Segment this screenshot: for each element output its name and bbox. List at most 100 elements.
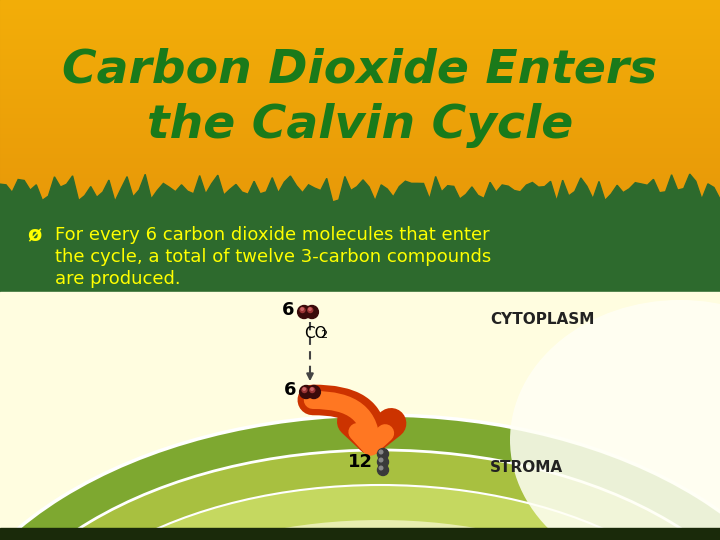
Text: 2: 2: [320, 330, 327, 340]
Circle shape: [300, 386, 312, 399]
Circle shape: [297, 306, 310, 319]
Circle shape: [307, 386, 320, 399]
Bar: [0, 152, 720, 153]
Circle shape: [305, 306, 318, 319]
Bar: [0, 97, 720, 98]
Bar: [0, 42, 720, 43]
Bar: [0, 47, 720, 48]
Bar: [0, 135, 720, 136]
Bar: [0, 96, 720, 97]
Bar: [0, 32, 720, 33]
Text: For every 6 carbon dioxide molecules that enter: For every 6 carbon dioxide molecules tha…: [55, 226, 490, 244]
Bar: [0, 120, 720, 121]
Circle shape: [379, 450, 383, 454]
Bar: [0, 187, 720, 188]
Bar: [0, 139, 720, 140]
Bar: [0, 38, 720, 39]
Bar: [0, 200, 720, 201]
Bar: [0, 160, 720, 161]
Bar: [0, 54, 720, 55]
Bar: [0, 41, 720, 42]
Bar: [0, 134, 720, 135]
Text: ø: ø: [28, 225, 50, 245]
Bar: [0, 12, 720, 13]
Bar: [0, 69, 720, 70]
Bar: [0, 10, 720, 11]
Bar: [0, 166, 720, 167]
Bar: [0, 143, 720, 144]
Circle shape: [310, 388, 315, 393]
FancyArrowPatch shape: [312, 400, 385, 447]
Bar: [0, 114, 720, 115]
Bar: [0, 194, 720, 195]
Bar: [0, 60, 720, 61]
Bar: [0, 182, 720, 183]
Bar: [0, 183, 720, 184]
Bar: [0, 29, 720, 30]
Bar: [0, 52, 720, 53]
Bar: [0, 142, 720, 143]
Bar: [0, 103, 720, 104]
Circle shape: [308, 308, 312, 313]
Bar: [0, 106, 720, 107]
Bar: [0, 90, 720, 91]
Bar: [0, 39, 720, 40]
Bar: [0, 11, 720, 12]
Bar: [0, 31, 720, 32]
Bar: [0, 130, 720, 131]
Bar: [0, 168, 720, 169]
Circle shape: [311, 388, 313, 390]
Bar: [0, 58, 720, 59]
Bar: [0, 119, 720, 120]
Bar: [0, 197, 720, 198]
Bar: [0, 167, 720, 168]
Bar: [0, 180, 720, 181]
Bar: [0, 174, 720, 175]
Bar: [0, 156, 720, 157]
Bar: [0, 154, 720, 155]
Bar: [0, 43, 720, 44]
Bar: [0, 82, 720, 83]
Bar: [0, 185, 720, 186]
Bar: [0, 171, 720, 172]
Bar: [0, 111, 720, 112]
Bar: [0, 17, 720, 18]
Text: 6: 6: [282, 301, 294, 319]
Bar: [0, 70, 720, 71]
Text: 12: 12: [348, 453, 373, 471]
Bar: [0, 140, 720, 141]
Bar: [0, 40, 720, 41]
Bar: [0, 102, 720, 103]
Bar: [0, 116, 720, 117]
Bar: [0, 22, 720, 23]
Bar: [0, 178, 720, 179]
FancyArrowPatch shape: [312, 400, 391, 439]
Bar: [0, 179, 720, 180]
Bar: [0, 72, 720, 73]
Bar: [0, 3, 720, 4]
Bar: [0, 18, 720, 19]
Bar: [0, 23, 720, 24]
Bar: [0, 105, 720, 106]
Bar: [0, 88, 720, 89]
Bar: [0, 51, 720, 52]
Bar: [0, 122, 720, 123]
Text: STROMA: STROMA: [490, 461, 563, 476]
Bar: [0, 50, 720, 51]
Bar: [0, 108, 720, 109]
Bar: [0, 73, 720, 74]
Bar: [0, 91, 720, 92]
Bar: [0, 151, 720, 152]
Bar: [0, 112, 720, 113]
Bar: [0, 104, 720, 105]
Bar: [0, 13, 720, 14]
Bar: [0, 195, 720, 196]
Bar: [0, 141, 720, 142]
Bar: [0, 99, 720, 100]
Bar: [0, 164, 720, 165]
Bar: [0, 0, 720, 1]
Bar: [0, 165, 720, 166]
Bar: [0, 26, 720, 27]
Bar: [0, 30, 720, 31]
Bar: [0, 67, 720, 68]
